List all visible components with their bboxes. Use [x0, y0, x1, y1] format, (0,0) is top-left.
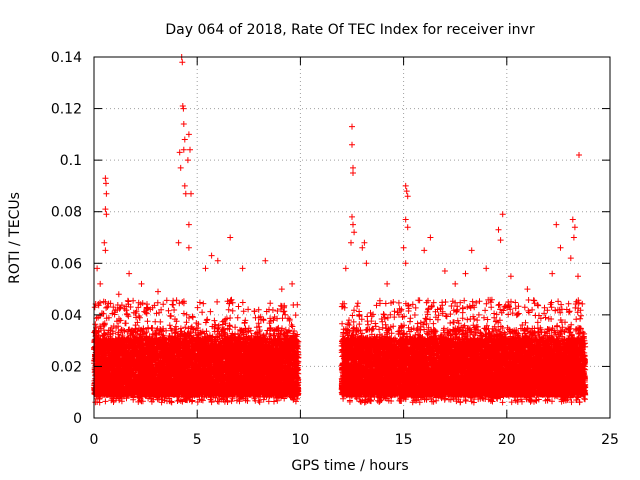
chart-title: Day 064 of 2018, Rate Of TEC Index for r… — [165, 22, 534, 38]
y-tick-label: 0.08 — [51, 205, 82, 221]
y-tick-label: 0.06 — [51, 256, 82, 272]
x-tick-labels: 0 5 10 15 20 25 — [90, 432, 619, 448]
data-points — [91, 54, 589, 406]
y-tick-labels: 0 0.02 0.04 0.06 0.08 0.1 0.12 0.14 — [51, 50, 82, 427]
plot-frame — [93, 56, 611, 419]
y-tick-label: 0.02 — [51, 359, 82, 375]
x-tick-label: 5 — [193, 432, 202, 448]
x-tick-label: 25 — [601, 432, 619, 448]
x-tick-label: 10 — [291, 432, 309, 448]
roti-series-points — [91, 54, 589, 406]
y-tick-label: 0.1 — [60, 153, 82, 169]
x-tick-label: 15 — [395, 432, 413, 448]
y-tick-label: 0.14 — [51, 50, 82, 66]
y-axis-label: ROTI / TECUs — [7, 192, 23, 284]
x-tick-label: 20 — [498, 432, 516, 448]
x-axis-label: GPS time / hours — [291, 458, 408, 474]
y-tick-label: 0 — [73, 411, 82, 427]
y-tick-label: 0.04 — [51, 308, 82, 324]
x-tick-label: 0 — [90, 432, 99, 448]
y-tick-label: 0.12 — [51, 102, 82, 118]
axis-ticks — [93, 56, 611, 419]
